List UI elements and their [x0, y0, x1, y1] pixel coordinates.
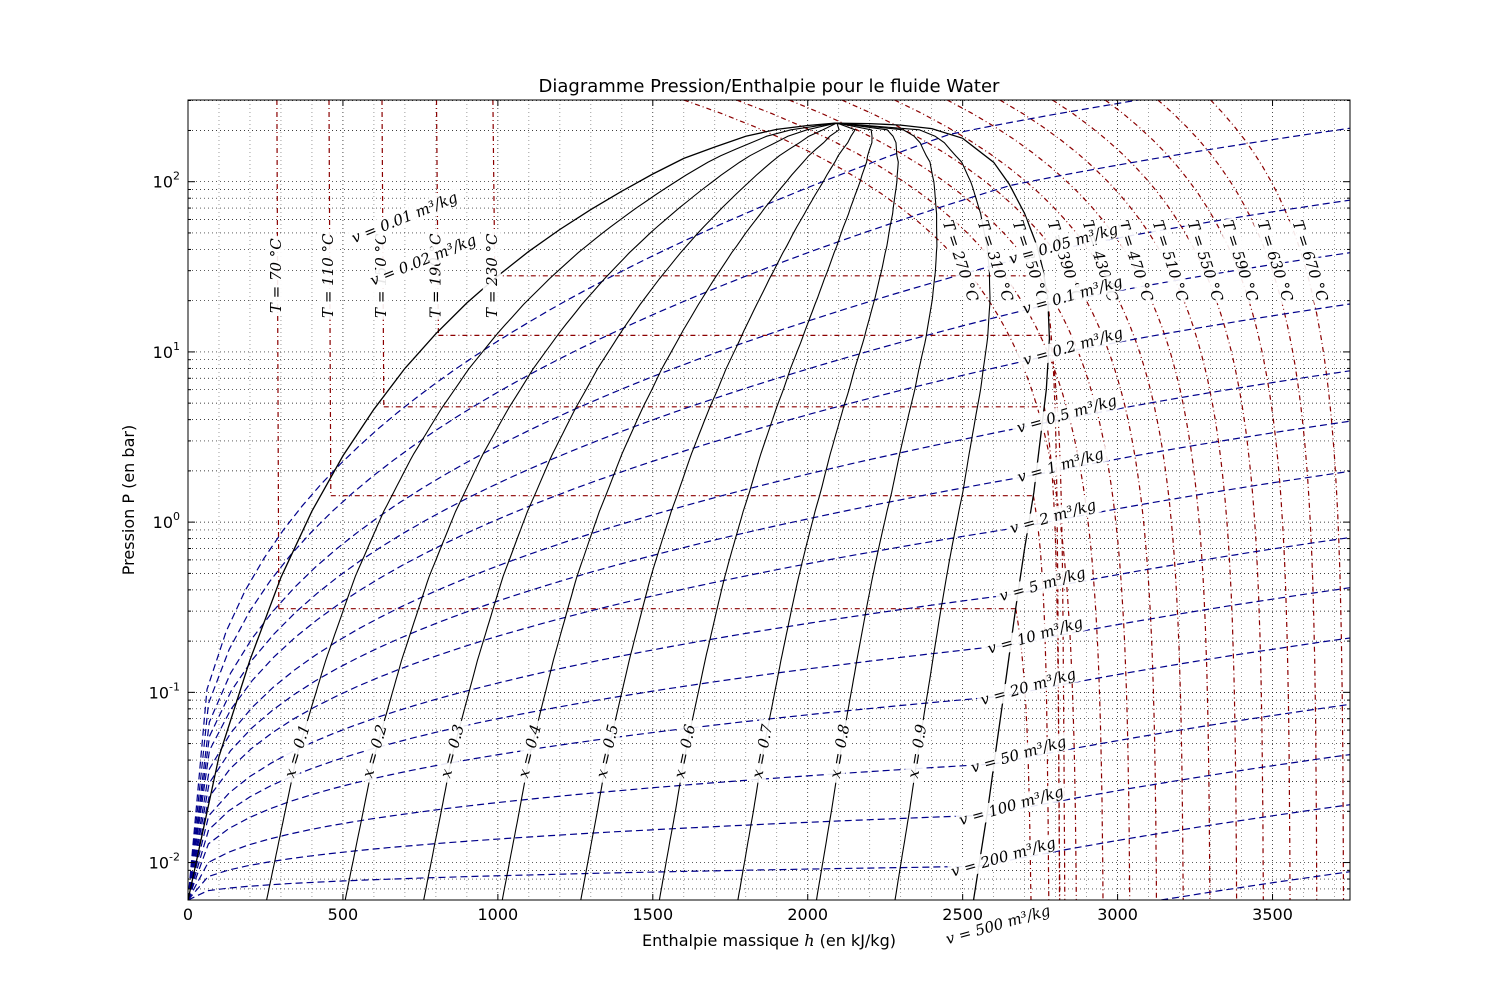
x-tick-label: 2500 [942, 905, 983, 924]
svg-text:T = 110 °C: T = 110 °C [319, 233, 337, 318]
isochore-label: v = 0.5 m³/kg [1010, 389, 1124, 439]
svg-text:x = 0.3: x = 0.3 [436, 723, 467, 780]
x-tick-label: 1000 [478, 905, 519, 924]
quality-line [834, 122, 991, 900]
svg-text:T = 70 °C: T = 70 °C [267, 238, 285, 313]
isotherm-line [946, 100, 1211, 900]
isotherm-line [276, 100, 280, 609]
svg-text:T = 230 °C: T = 230 °C [483, 233, 501, 318]
quality-line [737, 122, 899, 900]
plot-frame [187, 99, 1351, 901]
isochore-label: v = 5 m³/kg [993, 562, 1092, 607]
y-axis-label: Pression P (en bar) [119, 425, 138, 575]
quality-line [344, 122, 836, 900]
isotherm-line [841, 100, 1157, 900]
svg-text:x = 0.1: x = 0.1 [281, 722, 314, 779]
svg-text:v = 5 m³/kg: v = 5 m³/kg [997, 563, 1087, 605]
isochore-label: v = 10 m³/kg [982, 612, 1088, 659]
svg-text:v = 2 m³/kg: v = 2 m³/kg [1008, 496, 1098, 538]
svg-text:T = 270 °C: T = 270 °C [939, 218, 982, 304]
isochore-line [188, 470, 1350, 900]
svg-text:v = 50 m³/kg: v = 50 m³/kg [969, 732, 1069, 776]
isochore-line [188, 871, 1350, 900]
svg-text:v = 0.5 m³/kg: v = 0.5 m³/kg [1015, 391, 1119, 437]
quality-line-label: x = 0.7 [747, 718, 778, 785]
x-tick-label: 3500 [1252, 905, 1293, 924]
isotherm-line [999, 100, 1238, 900]
y-tick-label: 10-1 [149, 680, 180, 702]
svg-text:v = 100 m³/kg: v = 100 m³/kg [957, 782, 1066, 829]
svg-text:x = 0.8: x = 0.8 [826, 723, 853, 780]
isochore-label: v = 0.2 m³/kg [1016, 322, 1130, 371]
svg-text:x = 0.9: x = 0.9 [904, 723, 930, 780]
isochore-line [188, 587, 1350, 900]
isochore-line [188, 100, 1143, 900]
isochore-label: v = 2 m³/kg [1004, 494, 1102, 539]
x-tick-label: 3000 [1097, 905, 1138, 924]
quality-line-label: x = 0.6 [669, 718, 701, 785]
quality-line-label: x = 0.8 [825, 718, 855, 785]
quality-line-label: x = 0.9 [903, 718, 932, 784]
isotherm-vapor [1043, 406, 1061, 900]
isotherm-label: T = 230 °C [482, 231, 501, 320]
chart-title: Diagramme Pression/Enthalpie pour le flu… [539, 76, 1001, 97]
y-tick-label: 100 [153, 510, 180, 532]
axis-ticks: 0 500 1000 1500 2000 2500 3000 3500 10-2 10-1 100 1… [149, 99, 1350, 924]
quality-line-label: x = 0.1 [279, 718, 315, 785]
quality-line-label: x = 0.3 [435, 718, 469, 785]
svg-text:x = 0.7: x = 0.7 [748, 722, 776, 779]
x-tick-label: 1500 [632, 905, 673, 924]
isochore-label: v = 0.01 m³/kg [345, 186, 464, 249]
svg-text:v = 200 m³/kg: v = 200 m³/kg [949, 834, 1058, 881]
isochore-line [188, 804, 1350, 900]
isochore-label: v = 100 m³/kg [954, 781, 1068, 830]
saturated-vapor-curve [834, 122, 1051, 900]
isochore-line [188, 536, 1350, 900]
isochore-label: v = 50 m³/kg [965, 731, 1072, 778]
y-tick-label: 101 [153, 340, 180, 362]
x-tick-label: 500 [328, 905, 359, 924]
isochore-line [188, 127, 1350, 900]
isochore-line [188, 420, 1350, 900]
isochore-line [188, 754, 1350, 900]
x-tick-label: 0 [183, 905, 193, 924]
x-axis-variable: h [804, 931, 814, 950]
isotherm-label: T = 110 °C [318, 231, 337, 320]
svg-text:x = 0.5: x = 0.5 [592, 723, 622, 780]
isochore-line [188, 303, 1350, 900]
isochore-label: v = 20 m³/kg [975, 663, 1081, 710]
saturated-liquid-curve [188, 122, 835, 900]
isochore-line [188, 637, 1350, 900]
isochore-line [188, 703, 1350, 900]
isotherm-line [788, 100, 1131, 900]
isotherm-line [1104, 100, 1291, 900]
x-tick-label: 2000 [787, 905, 828, 924]
svg-text:x = 0.6: x = 0.6 [670, 722, 699, 779]
isochore-line [188, 370, 1350, 900]
isotherm-line [683, 100, 1077, 900]
quality-line-label: x = 0.2 [357, 718, 392, 785]
isotherm-vapor [1048, 335, 1066, 900]
y-tick-label: 10-2 [149, 851, 180, 873]
isotherm-line [381, 100, 385, 407]
isotherm-vapor [1032, 495, 1050, 900]
svg-text:v = 0.2 m³/kg: v = 0.2 m³/kg [1021, 323, 1125, 369]
isochore-label: v = 200 m³/kg [946, 832, 1060, 882]
isotherm-line [894, 100, 1184, 900]
x-axis-label: Enthalpie massique h (en kJ/kg) [642, 931, 896, 950]
isochore-line [188, 252, 1350, 900]
quality-line-label: x = 0.5 [591, 718, 624, 785]
isotherm-label: T = 70 °C [266, 235, 285, 316]
quality-line [580, 122, 856, 900]
y-tick-label: 102 [153, 170, 180, 192]
